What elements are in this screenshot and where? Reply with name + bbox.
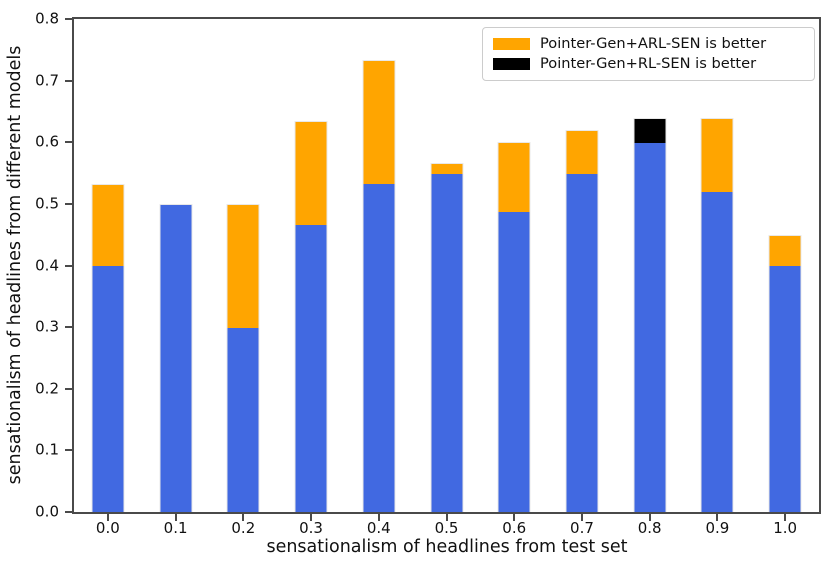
x-tick-label: 0.8 <box>637 519 662 537</box>
y-tick-mark <box>65 202 72 205</box>
bar-0.8-segment-2 <box>634 118 666 144</box>
legend-label: Pointer-Gen+ARL-SEN is better <box>540 34 767 52</box>
y-axis-label-text: sensationalism of headlines from differe… <box>5 45 25 485</box>
y-tick-mark <box>65 141 72 144</box>
x-tick-mark <box>174 514 177 521</box>
bar-0.5-segment-0 <box>431 174 462 512</box>
x-tick-label: 0.1 <box>163 519 188 537</box>
x-tick-mark <box>242 514 245 521</box>
x-axis-label: sensationalism of headlines from test se… <box>266 537 628 557</box>
bar-0.0-segment-1 <box>92 184 124 267</box>
y-tick-label: 0.6 <box>35 132 59 151</box>
x-tick-label: 0.5 <box>434 519 459 537</box>
bar-0.9 <box>700 117 734 512</box>
bar-0.8 <box>633 117 667 512</box>
bar-0.4-segment-1 <box>363 61 395 185</box>
bar-0.1 <box>159 203 193 512</box>
x-tick-mark <box>580 514 583 521</box>
bar-0.1-segment-0 <box>160 204 192 512</box>
bar-0.5-segment-1 <box>431 163 462 175</box>
y-tick-label: 0.3 <box>35 317 59 336</box>
x-tick-mark <box>513 514 516 521</box>
y-tick-label: 0.7 <box>35 71 59 90</box>
plot-area: Pointer-Gen+ARL-SEN is better Pointer-Gen… <box>35 11 821 536</box>
bar-0.3-segment-0 <box>295 224 327 512</box>
legend-entry-0: Pointer-Gen+ARL-SEN is better <box>493 34 804 52</box>
y-tick-mark <box>65 18 72 20</box>
y-tick-mark <box>65 326 72 329</box>
bar-0.3 <box>294 121 328 512</box>
bar-0.6-segment-1 <box>498 143 530 213</box>
bar-0.9-segment-0 <box>701 192 733 512</box>
bar-0.7-segment-0 <box>566 173 598 512</box>
bar-0.0-segment-0 <box>92 266 124 512</box>
y-tick-mark <box>65 79 72 82</box>
y-tick-label: 0.4 <box>35 256 59 274</box>
x-tick-label: 0.7 <box>570 519 594 537</box>
bar-1.0-segment-0 <box>769 266 801 512</box>
bar-0.7-segment-1 <box>566 130 598 174</box>
bar-0.6 <box>497 142 531 512</box>
y-tick-label: 0.0 <box>35 502 59 521</box>
y-tick-label: 0.8 <box>35 9 59 28</box>
x-tick-mark <box>106 514 109 521</box>
x-tick-label: 0.0 <box>95 519 120 537</box>
legend-swatch-icon <box>493 37 530 50</box>
bar-0.2-segment-0 <box>227 327 259 512</box>
y-tick-label: 0.5 <box>35 194 59 213</box>
x-tick-mark <box>377 514 380 521</box>
x-tick-mark <box>445 514 448 521</box>
bar-0.2-segment-1 <box>227 204 259 328</box>
y-tick-mark <box>65 449 72 452</box>
x-tick-mark <box>716 514 719 521</box>
y-tick-label: 0.1 <box>35 440 59 459</box>
x-tick-mark <box>648 514 651 521</box>
x-tick-label: 0.6 <box>502 519 527 537</box>
y-tick-label: 0.2 <box>35 379 59 398</box>
x-tick-label: 1.0 <box>773 519 798 537</box>
x-tick-label: 0.2 <box>231 519 256 537</box>
bar-0.6-segment-0 <box>498 212 530 512</box>
bar-0.9-segment-1 <box>701 118 733 193</box>
x-tick-mark <box>310 514 313 521</box>
x-tick-label: 0.9 <box>705 519 730 537</box>
y-tick-mark <box>65 511 72 513</box>
legend-label: Pointer-Gen+RL-SEN is better <box>540 54 757 72</box>
bar-0.2 <box>226 203 260 512</box>
bar-0.4-segment-0 <box>363 184 395 512</box>
legend-entry-1: Pointer-Gen+RL-SEN is better <box>493 54 804 72</box>
bar-0.3-segment-1 <box>295 122 327 225</box>
bar-0.7 <box>565 129 599 512</box>
x-tick-mark <box>784 514 787 521</box>
y-tick-mark <box>65 387 72 390</box>
bar-0.8-segment-0 <box>634 143 666 512</box>
bar-1.0-segment-1 <box>769 235 801 267</box>
bar-0.0 <box>91 183 125 512</box>
x-tick-label: 0.4 <box>366 519 391 537</box>
bar-0.5 <box>430 162 463 512</box>
x-tick-label: 0.3 <box>299 519 323 537</box>
bar-0.4 <box>362 60 396 512</box>
legend-swatch-icon <box>493 58 530 71</box>
y-tick-mark <box>65 264 72 267</box>
legend: Pointer-Gen+ARL-SEN is better Pointer-Gen… <box>482 27 815 81</box>
bar-1.0 <box>768 234 802 512</box>
